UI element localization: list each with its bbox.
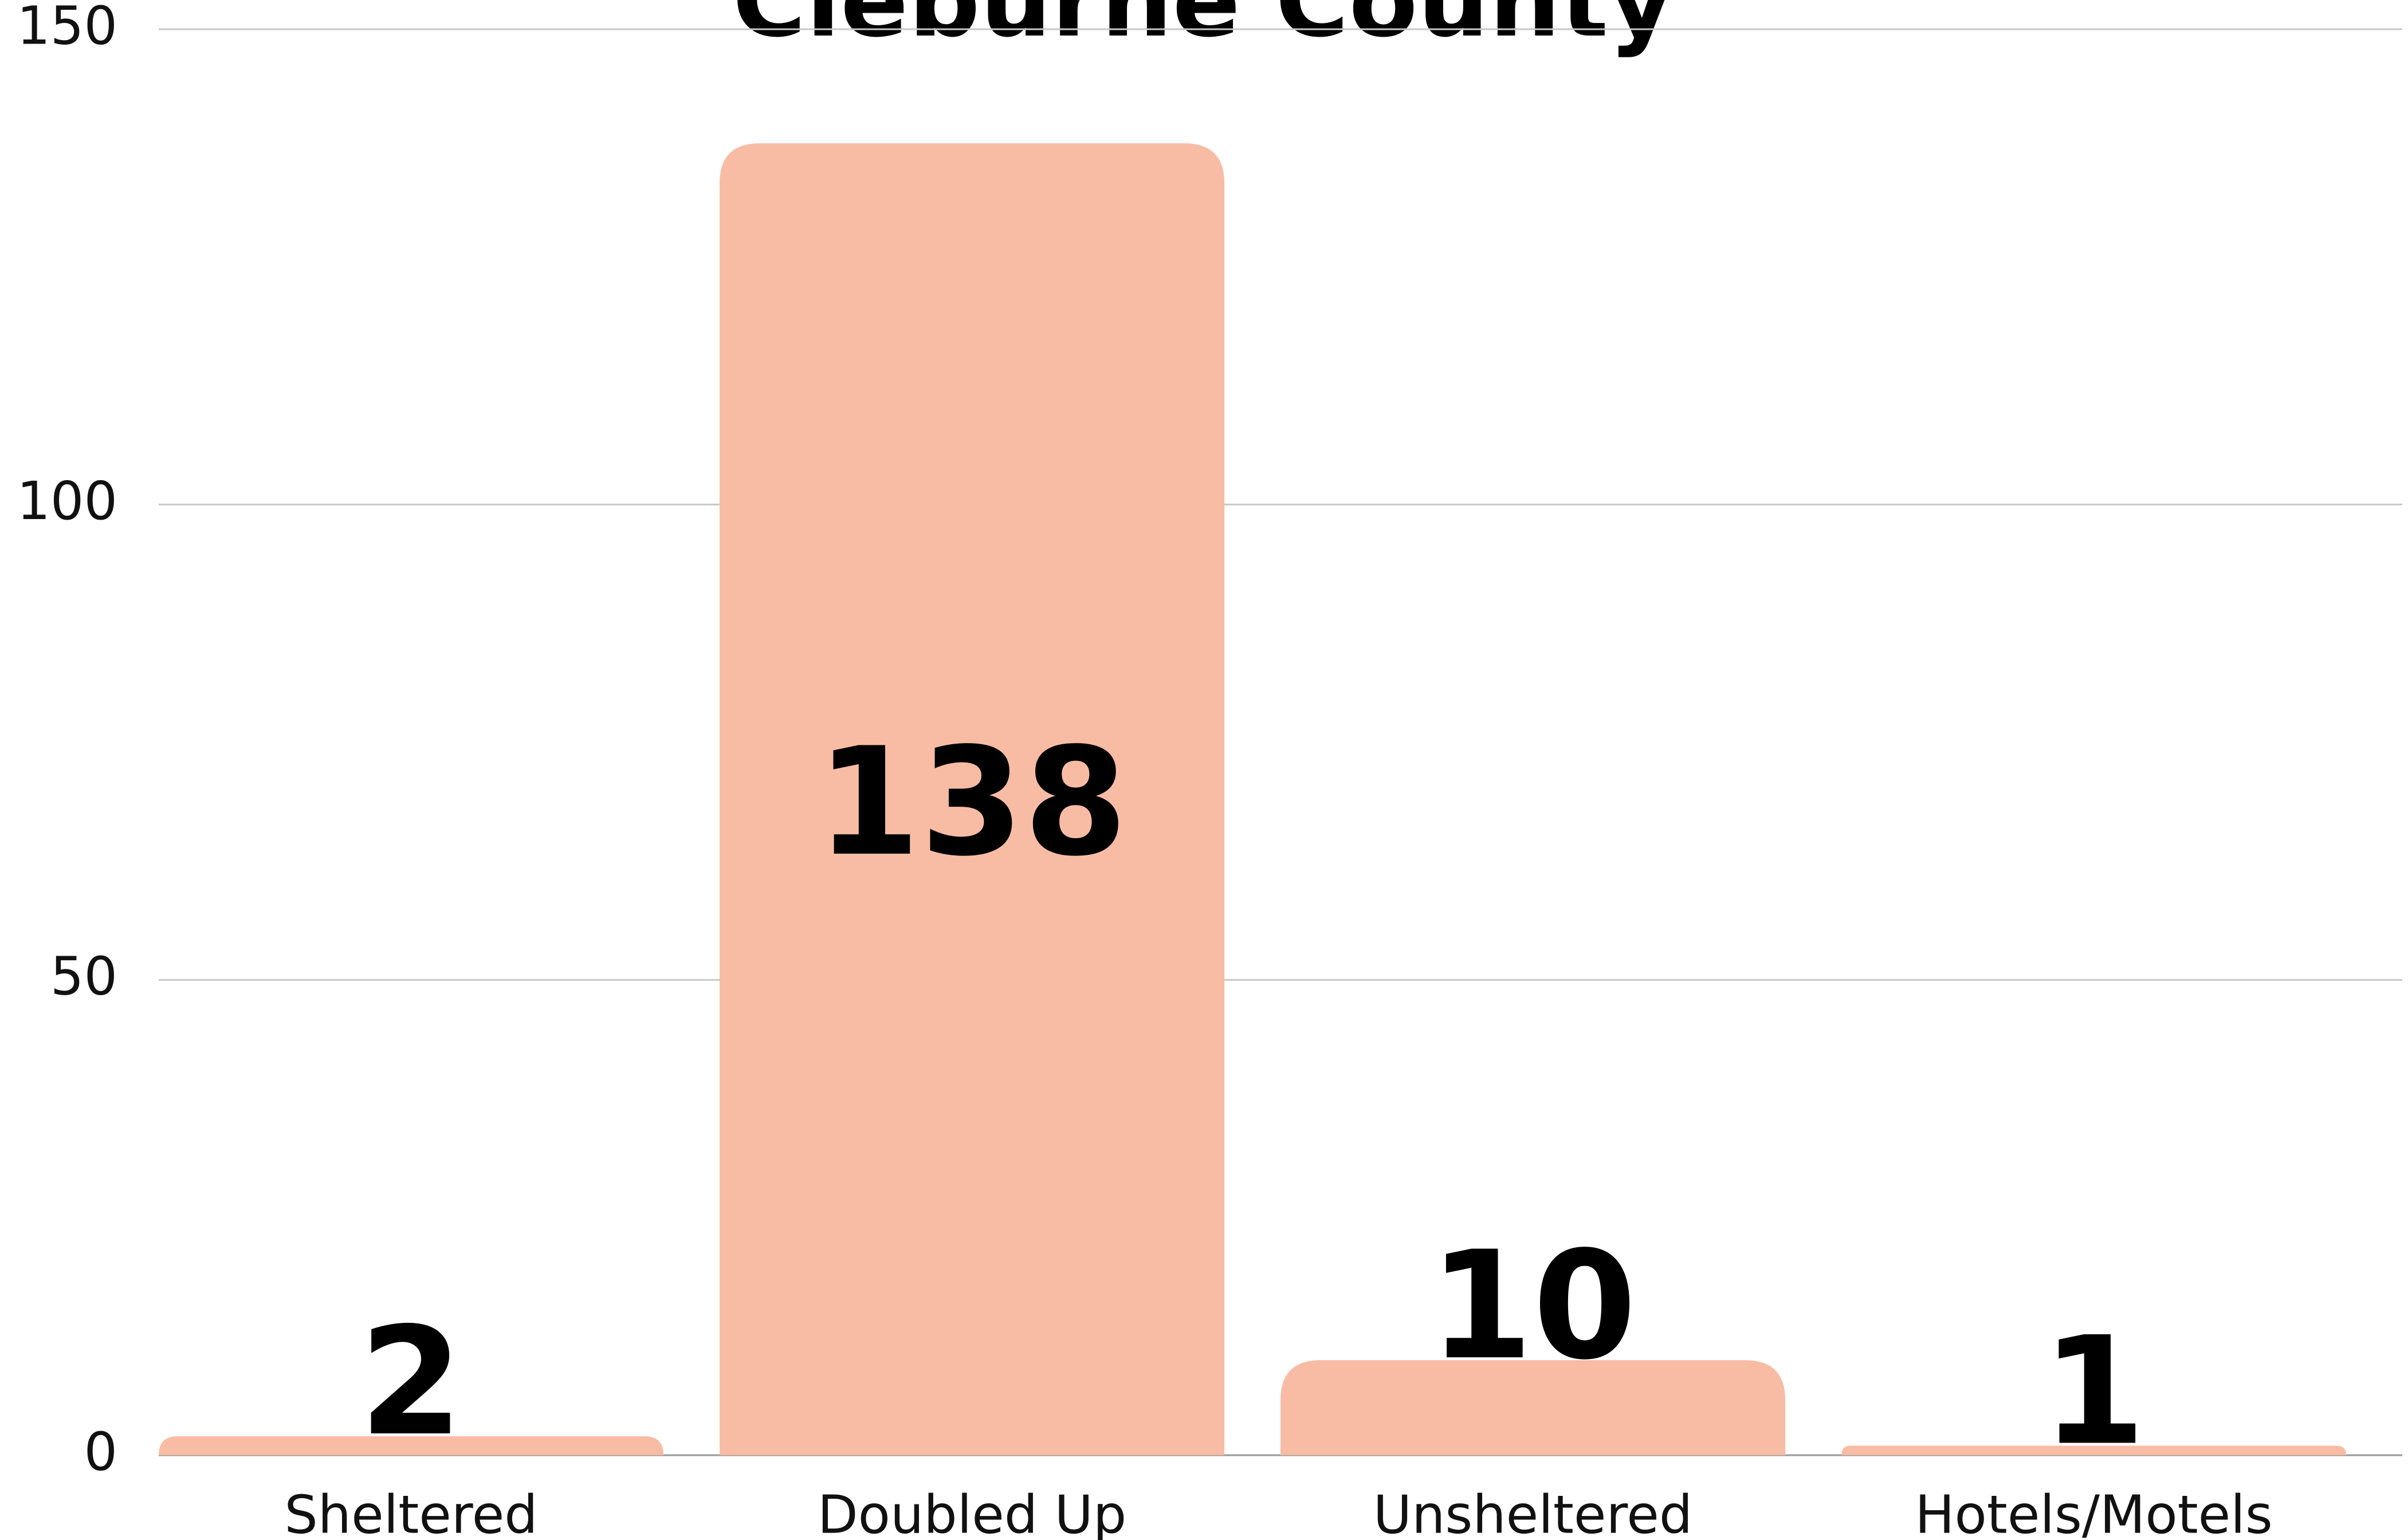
bar	[159, 1436, 664, 1455]
y-tick-label: 0	[84, 1421, 117, 1482]
x-tick-label: Hotels/Motels	[1915, 1484, 2272, 1540]
data-label: 10	[1429, 1220, 1637, 1393]
x-tick-label: Unsheltered	[1373, 1484, 1693, 1540]
x-tick-label: Sheltered	[284, 1484, 537, 1540]
bar	[720, 143, 1225, 1455]
y-tick-label: 150	[17, 0, 117, 56]
bar	[1841, 1445, 2347, 1455]
data-label: 2	[359, 1296, 463, 1469]
data-label: 138	[816, 716, 1128, 889]
y-tick-label: 100	[17, 470, 117, 532]
data-label: 1	[2042, 1305, 2146, 1478]
x-tick-label: Doubled Up	[818, 1484, 1126, 1540]
y-tick-label: 50	[50, 946, 117, 1007]
bar	[1280, 1360, 1786, 1455]
